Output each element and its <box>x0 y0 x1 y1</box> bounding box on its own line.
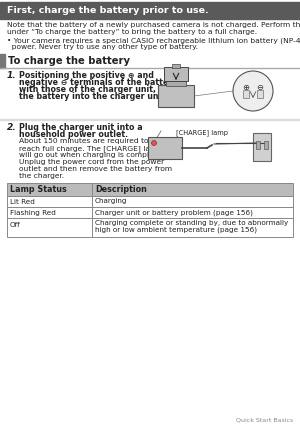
Bar <box>7 218 293 237</box>
Text: power. Never try to use any other type of battery.: power. Never try to use any other type o… <box>7 44 198 50</box>
Text: Plug the charger unit into a: Plug the charger unit into a <box>19 123 142 132</box>
Bar <box>172 64 180 68</box>
Bar <box>243 90 249 98</box>
Text: ⊖: ⊖ <box>256 83 263 92</box>
Text: Charging: Charging <box>95 198 128 204</box>
Text: under “To charge the battery” to bring the battery to a full charge.: under “To charge the battery” to bring t… <box>7 29 257 35</box>
Text: 2.: 2. <box>7 123 16 132</box>
Text: About 150 minutes are required to: About 150 minutes are required to <box>19 138 148 144</box>
Text: 1.: 1. <box>7 71 16 80</box>
Text: household power outlet.: household power outlet. <box>19 130 128 139</box>
Bar <box>7 196 293 207</box>
Text: Lit Red: Lit Red <box>10 199 35 204</box>
Bar <box>253 133 271 161</box>
Bar <box>257 90 263 98</box>
Text: Lamp Status: Lamp Status <box>10 185 67 194</box>
Bar <box>0 119 300 120</box>
Bar <box>164 67 188 81</box>
Bar <box>0 54 5 68</box>
Text: Description: Description <box>95 185 147 194</box>
Bar <box>7 183 293 196</box>
Bar <box>264 141 268 149</box>
Bar <box>256 141 260 149</box>
Text: high or low ambient temperature (page 156): high or low ambient temperature (page 15… <box>95 227 257 233</box>
Text: Unplug the power cord from the power: Unplug the power cord from the power <box>19 159 164 165</box>
Text: • Your camera requires a special CASIO rechargeable lithium ion battery (NP-40) : • Your camera requires a special CASIO r… <box>7 37 300 43</box>
Text: with those of the charger unit, load: with those of the charger unit, load <box>19 85 178 94</box>
Text: reach full charge. The [CHARGE] lamp: reach full charge. The [CHARGE] lamp <box>19 145 162 152</box>
Bar <box>7 207 293 218</box>
Circle shape <box>233 71 273 111</box>
Bar <box>148 137 182 159</box>
Text: negative ⊖ terminals of the battery: negative ⊖ terminals of the battery <box>19 78 177 87</box>
Text: [CHARGE] lamp: [CHARGE] lamp <box>176 130 228 136</box>
Text: ⊕: ⊕ <box>242 83 250 92</box>
Text: To charge the battery: To charge the battery <box>8 56 130 66</box>
Text: First, charge the battery prior to use.: First, charge the battery prior to use. <box>7 6 209 15</box>
Bar <box>166 81 186 86</box>
Bar <box>0 2 300 19</box>
Text: Positioning the positive ⊕ and: Positioning the positive ⊕ and <box>19 71 154 80</box>
Text: Charging complete or standing by, due to abnormally: Charging complete or standing by, due to… <box>95 220 288 226</box>
Text: the charger.: the charger. <box>19 173 64 179</box>
Text: the battery into the charger unit.: the battery into the charger unit. <box>19 92 168 101</box>
Text: Off: Off <box>10 222 21 228</box>
Text: Note that the battery of a newly purchased camera is not charged. Perform the st: Note that the battery of a newly purchas… <box>7 22 300 28</box>
Text: Quick Start Basics: Quick Start Basics <box>236 417 293 422</box>
Text: Charger unit or battery problem (page 156): Charger unit or battery problem (page 15… <box>95 209 253 216</box>
Text: Flashing Red: Flashing Red <box>10 210 56 216</box>
Bar <box>158 85 194 107</box>
Text: will go out when charging is complete.: will go out when charging is complete. <box>19 152 164 158</box>
Bar <box>0 67 300 68</box>
Text: outlet and then remove the battery from: outlet and then remove the battery from <box>19 166 172 172</box>
Circle shape <box>152 141 157 146</box>
